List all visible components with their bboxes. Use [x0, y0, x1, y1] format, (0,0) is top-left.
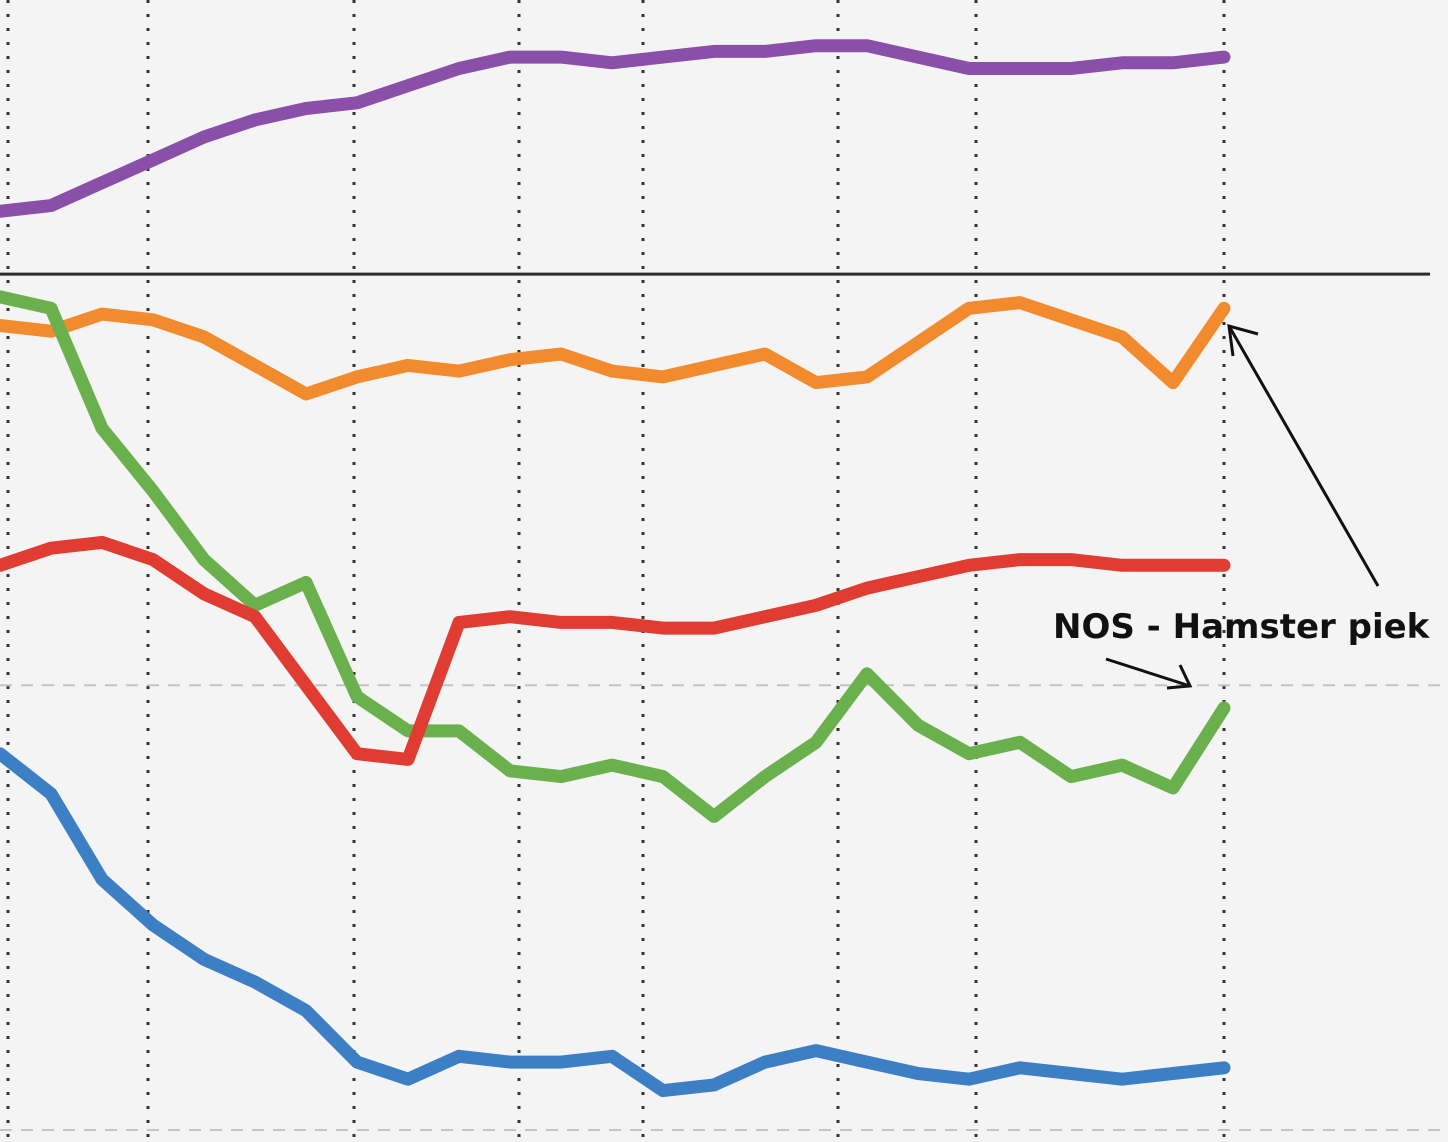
- series-line-purple: [0, 39, 1231, 218]
- series-line-orange: [0, 296, 1231, 401]
- annotation-label: NOS - Hamster piek: [1053, 607, 1431, 647]
- series-line-blue: [0, 747, 1231, 1098]
- annotation-arrowhead-orange: [1227, 323, 1259, 357]
- annotation-group: NOS - Hamster piek: [1053, 323, 1431, 690]
- annotation-arrow-orange: [1227, 325, 1380, 587]
- series-line-red: [0, 535, 1231, 766]
- annotation-arrow-green: [1105, 657, 1191, 688]
- annotation-arrowhead-green: [1166, 664, 1193, 690]
- series-group: [0, 39, 1231, 1098]
- series-line-green: [0, 290, 1231, 823]
